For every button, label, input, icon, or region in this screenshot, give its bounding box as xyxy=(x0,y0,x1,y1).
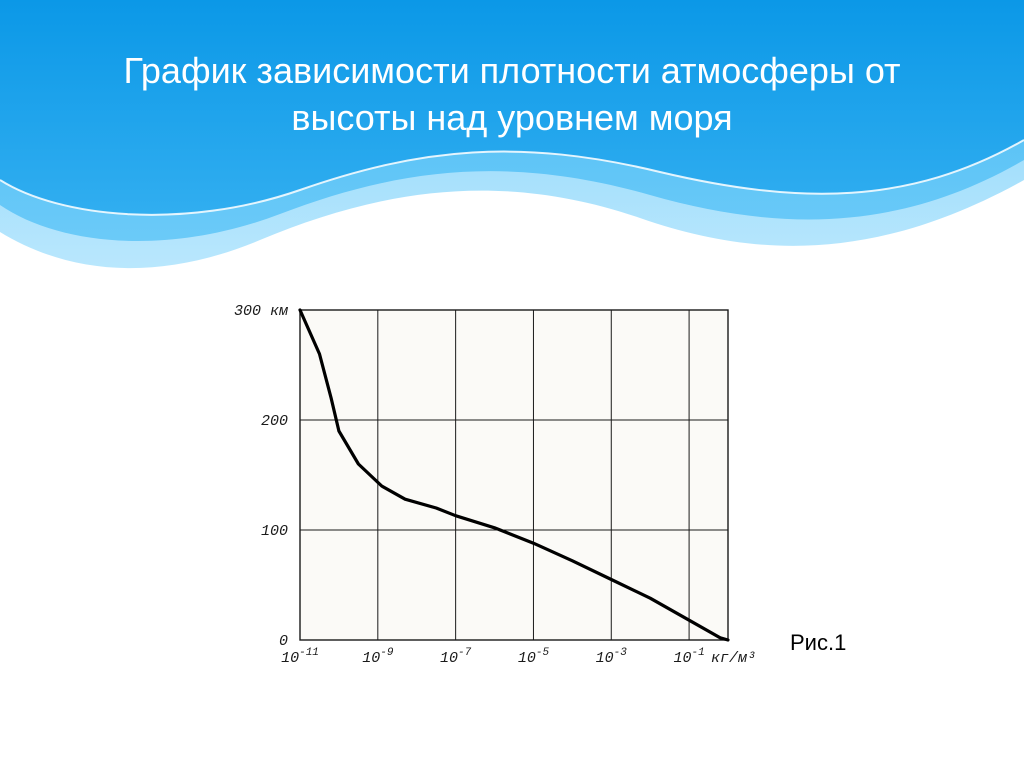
x-tick-label: 10-1 xyxy=(673,647,704,667)
density-chart: 0 100 200 10-11 10-9 10-7 10-5 10-3 10-1 300 км кг… xyxy=(228,290,768,690)
slide: График зависимости плотности атмосферы о… xyxy=(0,0,1024,768)
chart-paper xyxy=(300,310,728,640)
x-unit-label: кг/м³ xyxy=(711,650,756,667)
x-tick-label: 10-5 xyxy=(518,647,550,667)
y-tick-label: 200 xyxy=(261,413,288,430)
figure-caption: Рис.1 xyxy=(790,630,846,656)
x-tick-label: 10-3 xyxy=(596,647,628,667)
x-tick-label: 10-7 xyxy=(440,647,472,667)
y-unit-label: 300 км xyxy=(234,303,289,320)
slide-title: График зависимости плотности атмосферы о… xyxy=(0,48,1024,142)
y-tick-label: 0 xyxy=(279,633,288,650)
x-tick-label: 10-9 xyxy=(362,647,394,667)
y-tick-label: 100 xyxy=(261,523,288,540)
x-tick-label: 10-11 xyxy=(281,647,319,667)
